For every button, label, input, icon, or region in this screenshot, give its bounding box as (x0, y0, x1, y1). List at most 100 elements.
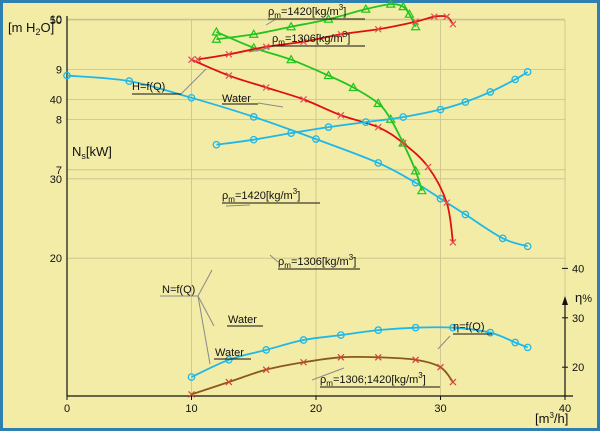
series-line-H-triangle (216, 31, 423, 191)
data-point-circle (374, 159, 383, 167)
data-point-x (449, 20, 457, 28)
x-tick-label: 0 (64, 403, 70, 415)
series-line-H-circle (66, 74, 528, 248)
data-point-circle (511, 75, 520, 84)
power-tick-label: 8 (56, 115, 62, 127)
data-point-circle (523, 343, 532, 352)
x-axis-label: [m3/h] (535, 411, 568, 426)
series-line-N-x (197, 15, 454, 61)
data-point-x (399, 139, 407, 147)
data-point-x (374, 353, 382, 361)
data-point-x (300, 38, 307, 46)
data-point-circle (486, 88, 495, 96)
data-point-x (430, 13, 438, 21)
x-tick-label: 30 (434, 403, 446, 415)
data-point-circle (461, 98, 470, 106)
data-point-triangle (410, 21, 421, 31)
data-point-triangle (404, 8, 415, 18)
water-n-label: Water (228, 314, 257, 326)
data-point-circle (299, 336, 308, 344)
power-axis-label: Ns[kW] (72, 144, 112, 161)
data-point-circle (436, 194, 445, 203)
annotation-leader (180, 68, 207, 95)
data-point-circle (486, 328, 495, 337)
x-tick-label: 40 (559, 403, 571, 415)
data-point-circle (461, 210, 470, 219)
data-point-triangle (373, 98, 384, 107)
data-point-circle (249, 113, 258, 121)
data-point-triangle (323, 70, 334, 80)
data-point-x (449, 238, 457, 246)
density-label: ρm=1420[kg/m3] (222, 187, 300, 204)
data-point-circle (337, 331, 345, 339)
data-point-x (225, 72, 233, 80)
data-point-x (337, 30, 345, 38)
data-point-x (225, 50, 233, 58)
eta-tick-label: 40 (572, 263, 584, 275)
annotation-leader (257, 102, 284, 108)
data-point-x (225, 378, 233, 386)
data-point-circle (523, 242, 532, 251)
series-line-N-circle (216, 71, 529, 146)
data-point-triangle (211, 34, 222, 43)
data-point-x (337, 353, 345, 361)
head-tick-label: 40 (50, 94, 62, 106)
data-point-circle (63, 71, 71, 80)
data-point-circle (498, 234, 507, 243)
annotation-leader (197, 295, 215, 327)
eta-tick-label: 20 (572, 362, 584, 374)
data-point-x (374, 25, 382, 33)
density-label: ρm=1306[kg/m3] (272, 30, 350, 47)
h-equation-label: H=f(Q) (132, 81, 165, 93)
power-tick-label: 10 (50, 14, 62, 26)
data-point-circle (249, 135, 258, 144)
data-point-circle (187, 93, 196, 102)
data-point-x (449, 378, 457, 386)
x-tick-label: 10 (185, 403, 197, 415)
data-point-triangle (360, 3, 371, 13)
eta-equation-label: η=f(Q) (453, 321, 484, 333)
water-h-label: Water (222, 93, 251, 105)
data-point-x (443, 199, 451, 207)
annotation-leader (248, 47, 271, 53)
data-point-x (412, 18, 420, 26)
data-point-triangle (211, 26, 222, 36)
data-point-x (437, 363, 444, 371)
data-point-circle (449, 323, 457, 332)
n-equation-label: N=f(Q) (162, 284, 195, 296)
data-point-x (374, 123, 382, 131)
data-point-circle (436, 105, 445, 114)
data-point-triangle (348, 82, 359, 92)
density-label: ρm=1306;1420[kg/m3] (320, 371, 426, 388)
annotation-leader (197, 295, 211, 365)
data-point-circle (225, 355, 233, 364)
eta-axis-label: η% (575, 290, 592, 305)
data-point-x (424, 163, 432, 171)
annotation-leader (311, 367, 345, 381)
eta-axis-arrow (562, 296, 568, 305)
data-point-circle (411, 323, 420, 332)
data-point-triangle (286, 54, 297, 64)
annotation-leader (269, 254, 279, 263)
data-point-circle (523, 68, 532, 76)
data-point-triangle (385, 0, 396, 8)
data-point-circle (287, 129, 295, 138)
data-point-x (188, 390, 195, 398)
data-point-circle (212, 140, 221, 149)
data-point-triangle (398, 1, 409, 11)
series-line-H-x (191, 58, 454, 243)
data-point-circle (324, 123, 333, 131)
eta-tick-label: 30 (572, 313, 584, 325)
data-point-x (262, 366, 270, 374)
data-point-circle (374, 326, 383, 334)
data-point-circle (511, 338, 520, 347)
annotation-leader (437, 335, 451, 350)
data-point-triangle (248, 29, 259, 38)
data-point-x (412, 356, 420, 364)
data-point-circle (361, 118, 370, 126)
power-tick-label: 7 (56, 165, 62, 177)
annotation-leader (225, 204, 251, 207)
data-point-x (443, 13, 451, 21)
